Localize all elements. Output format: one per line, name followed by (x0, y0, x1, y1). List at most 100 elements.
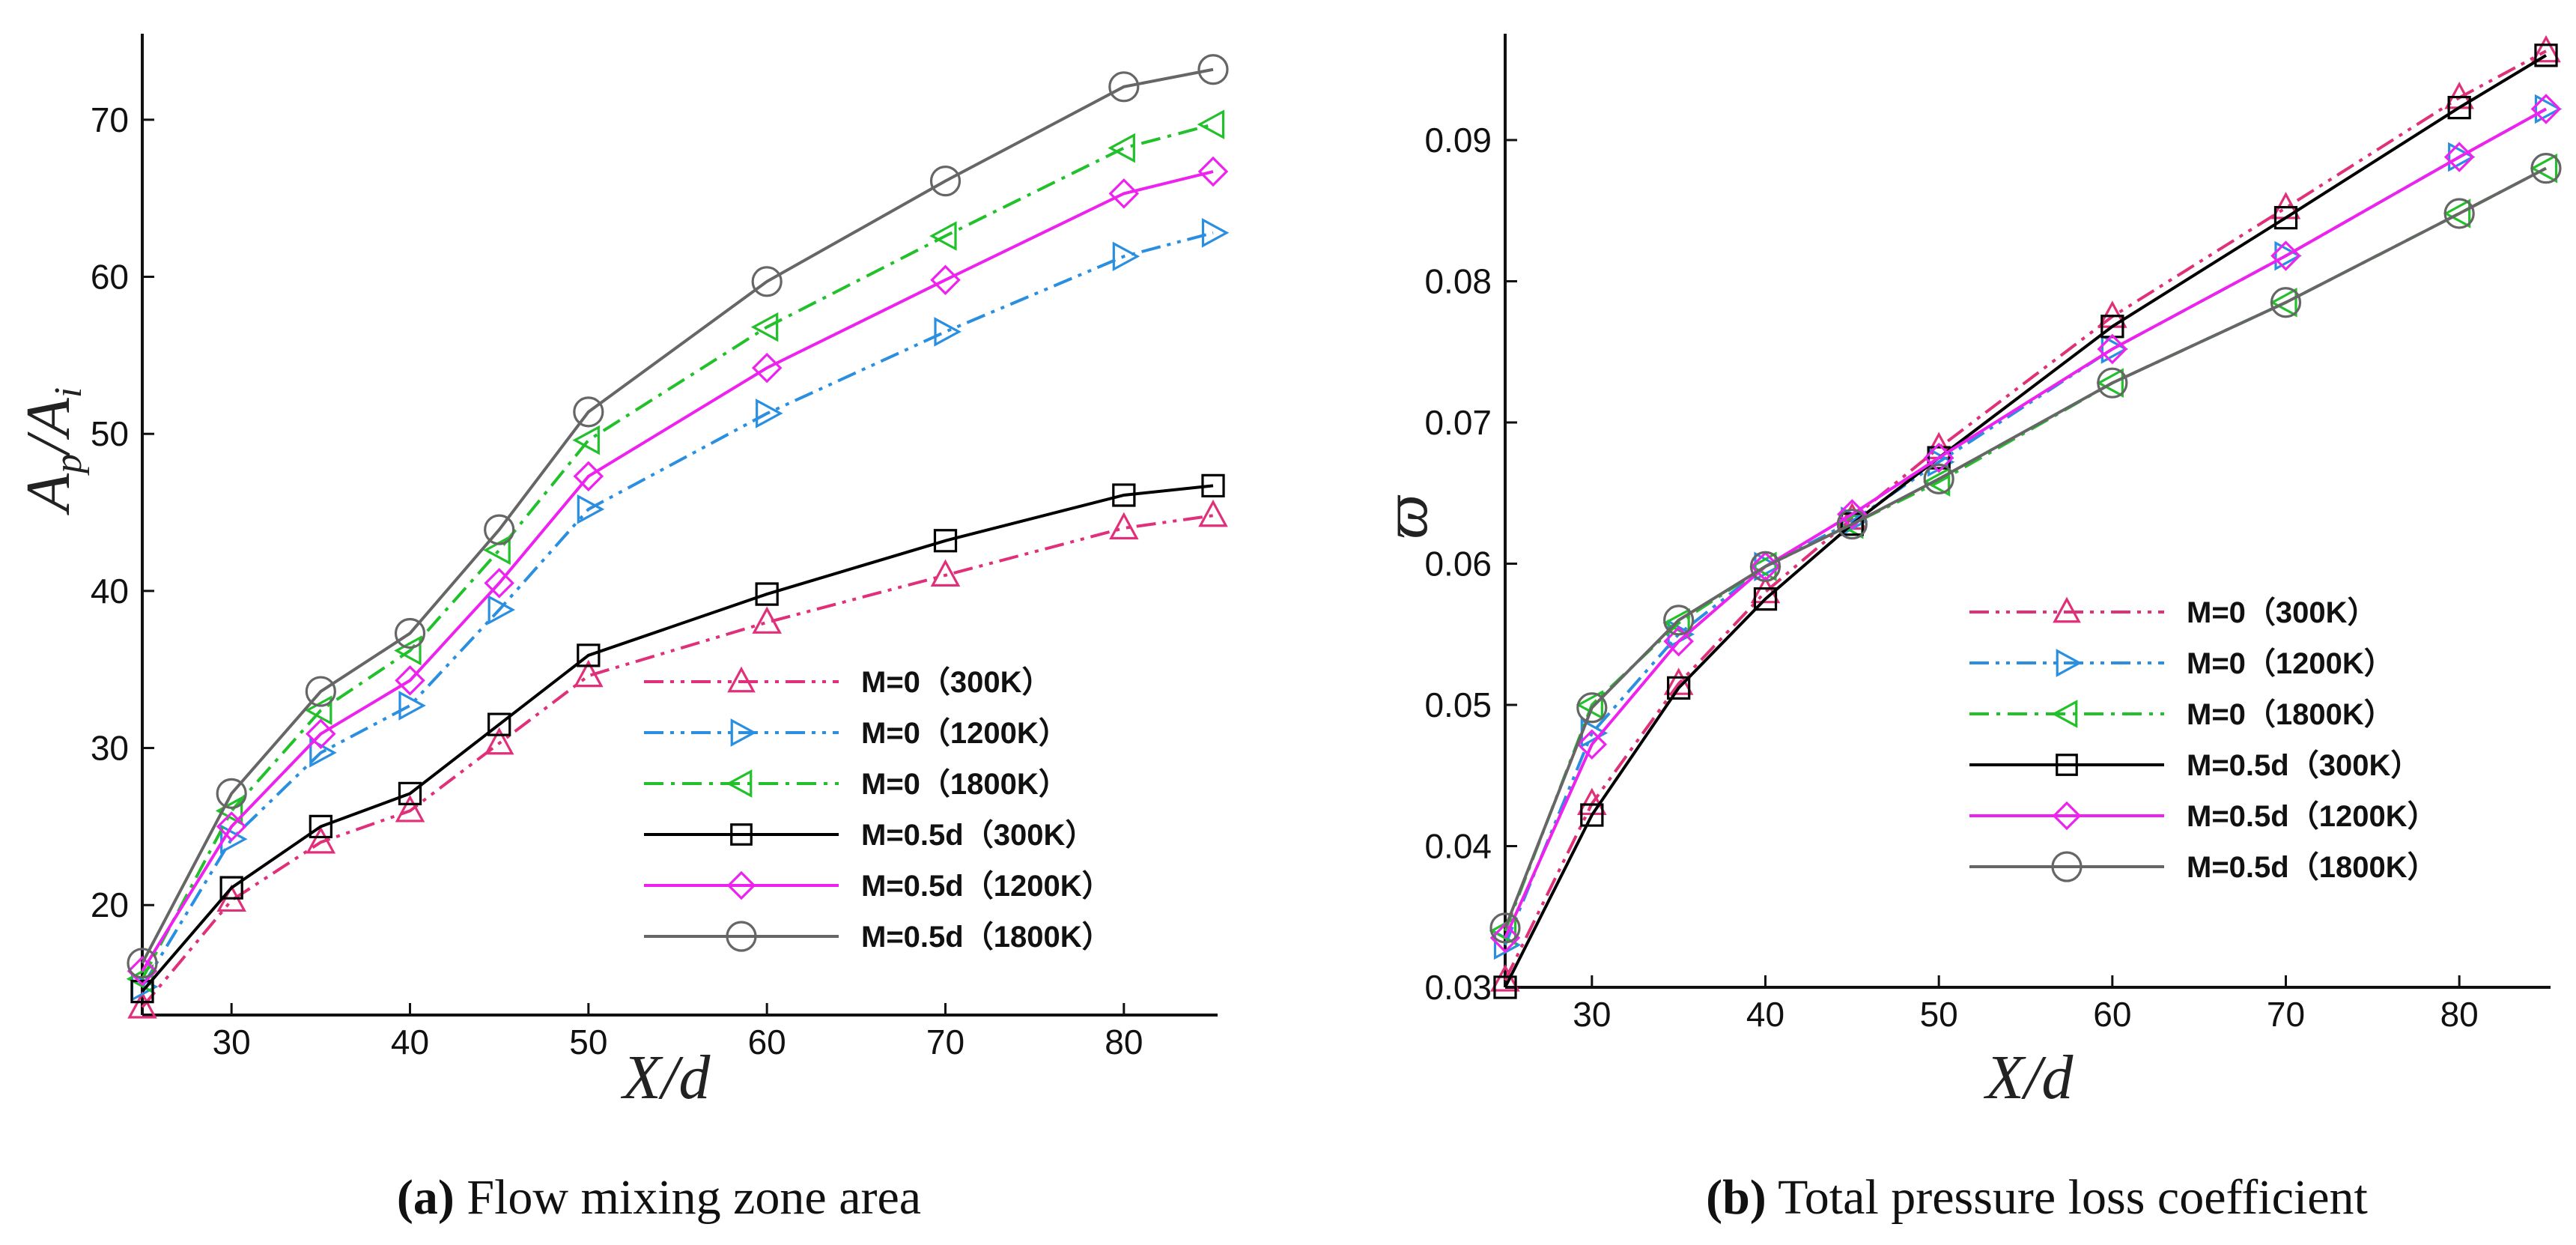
panel-b-series-4 (1489, 94, 2562, 954)
panel-a-data-point (127, 991, 157, 1019)
panel-a-data-point (573, 461, 604, 492)
panel-a-data-point (929, 166, 962, 197)
legend-marker (730, 718, 757, 747)
panel-a-data-point (398, 691, 426, 721)
legend-marker (726, 921, 757, 952)
legend-label: M=0（1800K） (861, 768, 1069, 801)
panel-a-data-point (1201, 473, 1225, 498)
panel-a-data-point (305, 676, 336, 707)
panel-b-series-line (1504, 107, 2547, 939)
legend-label: M=0（300K） (2187, 596, 2378, 629)
panel-b-legend-entry: M=0（1200K） (1969, 647, 2394, 680)
panel-b-data-point (1749, 551, 1781, 582)
panel-a-y-tick-label: 40 (91, 572, 129, 611)
panel-a-series-line (141, 67, 1214, 964)
panel-a-data-point (394, 617, 426, 649)
panel-a-y-tick-label: 20 (91, 885, 129, 924)
legend-marker (2051, 700, 2078, 728)
panel-b-data-point (2530, 153, 2558, 184)
legend-marker (2051, 851, 2083, 882)
panel-a-series-line (141, 484, 1214, 993)
panel-b-data-point (1754, 551, 1781, 582)
panel-a-data-point (1108, 178, 1140, 209)
panel-a-x-tick-label: 50 (569, 1023, 607, 1061)
panel-a-data-point (752, 606, 782, 634)
panel-b-caption: (b) Total pressure loss coefficient (1706, 1170, 2368, 1225)
legend-label: M=0（1200K） (861, 717, 1069, 750)
panel-a-data-point (1197, 156, 1229, 187)
panel-a-series-3 (130, 473, 1225, 1004)
panel-a-data-point (395, 665, 425, 696)
panel-b-legend-entry: M=0.5d（1200K） (1969, 800, 2437, 833)
panel-a-series-line (141, 514, 1214, 1008)
legend-marker (727, 666, 756, 693)
panel-a-x-tick-label: 70 (926, 1023, 965, 1061)
panel-b-legend-entry: M=0.5d（300K） (1969, 749, 2420, 782)
panel-a-series-line (141, 123, 1214, 980)
panel-a-data-point (1112, 483, 1136, 507)
legend-label: M=0.5d（1200K） (2187, 800, 2437, 833)
panel-a-data-point (933, 529, 958, 553)
panel-a-data-point (306, 718, 336, 749)
panel-a-data-point (127, 956, 158, 987)
panel-b-data-point (2531, 34, 2561, 63)
legend-marker (2056, 754, 2078, 776)
panel-b-data-point (1923, 463, 1954, 494)
panel-a-data-point (306, 826, 336, 854)
panel-b-legend-entry: M=0.5d（1800K） (1969, 851, 2437, 884)
panel-a-data-point (1112, 241, 1140, 272)
panel-b-y-tick-label: 0.05 (1424, 685, 1492, 724)
panel-b-data-point (1922, 467, 1951, 497)
panel-a-data-point (929, 221, 957, 251)
panel-a-y-axis-label: Ap/Ai (13, 387, 90, 515)
panel-a-series-0 (127, 499, 1228, 1019)
panel-b-series-5 (1489, 153, 2562, 944)
panel-a-legend-entry: M=0（1800K） (644, 768, 1069, 801)
panel-a-data-point (755, 582, 779, 606)
panel-b-series-line (1504, 166, 2547, 929)
panel-a-data-point (577, 643, 601, 667)
panel-a-y-tick-label: 50 (91, 414, 129, 453)
panel-b-data-point (1576, 729, 1608, 760)
panel-b-data-point (1836, 509, 1868, 540)
panel-b-data-point (2097, 367, 2128, 399)
panel-b-data-point (1489, 922, 1521, 954)
panel-b-x-tick-label: 60 (2093, 995, 2131, 1034)
panel-b-data-point (2274, 240, 2302, 271)
panel-b-y-tick-label: 0.04 (1424, 826, 1492, 865)
panel-b-data-point (2447, 95, 2471, 120)
legend-label: M=0（1800K） (2187, 698, 2394, 731)
legend-label: M=0.5d（300K） (861, 819, 1095, 852)
panel-b-data-point (2443, 142, 2475, 172)
panel-b-data-point (2443, 199, 2471, 228)
panel-a-data-point (216, 778, 247, 809)
panel-b-data-point (1753, 587, 1778, 611)
panel-a-data-point (573, 396, 604, 428)
legend-marker (730, 823, 753, 846)
panel-b-data-point (1663, 625, 1694, 657)
panel-b-data-point (2530, 94, 2562, 124)
panel-b-x-tick-label: 40 (1746, 995, 1784, 1034)
panel-b-data-point (1493, 975, 1517, 999)
panel-a-data-point (395, 795, 425, 823)
panel-a-data-point (1198, 499, 1228, 527)
panel-a-data-point (215, 796, 243, 826)
panel-a-data-point (577, 494, 605, 524)
panel-a-legend-entry: M=0.5d（1200K） (644, 870, 1112, 903)
panel-b-series-line (1504, 49, 2547, 981)
panel-a-x-axis-label: X/d (621, 1043, 711, 1112)
panel-b-y-tick-label: 0.09 (1424, 121, 1492, 160)
panel-a-data-point (304, 695, 332, 726)
panel-b-y-axis-label: ϖ (1371, 494, 1441, 539)
legend-marker (2056, 649, 2083, 677)
legend-marker (2053, 596, 2081, 623)
panel-b-data-point (2097, 333, 2128, 365)
panel-b-data-point (2443, 198, 2475, 229)
panel-a-data-point (1109, 512, 1139, 540)
panel-a-y-tick-label: 60 (91, 258, 129, 297)
panel-b-data-point (1490, 964, 1520, 992)
panel-b-series-line (1504, 54, 2548, 988)
panel-a-data-point (487, 595, 516, 625)
panel-a-legend-entry: M=0.5d（1800K） (644, 921, 1112, 954)
panel-a-y-tick-label: 70 (91, 100, 129, 139)
